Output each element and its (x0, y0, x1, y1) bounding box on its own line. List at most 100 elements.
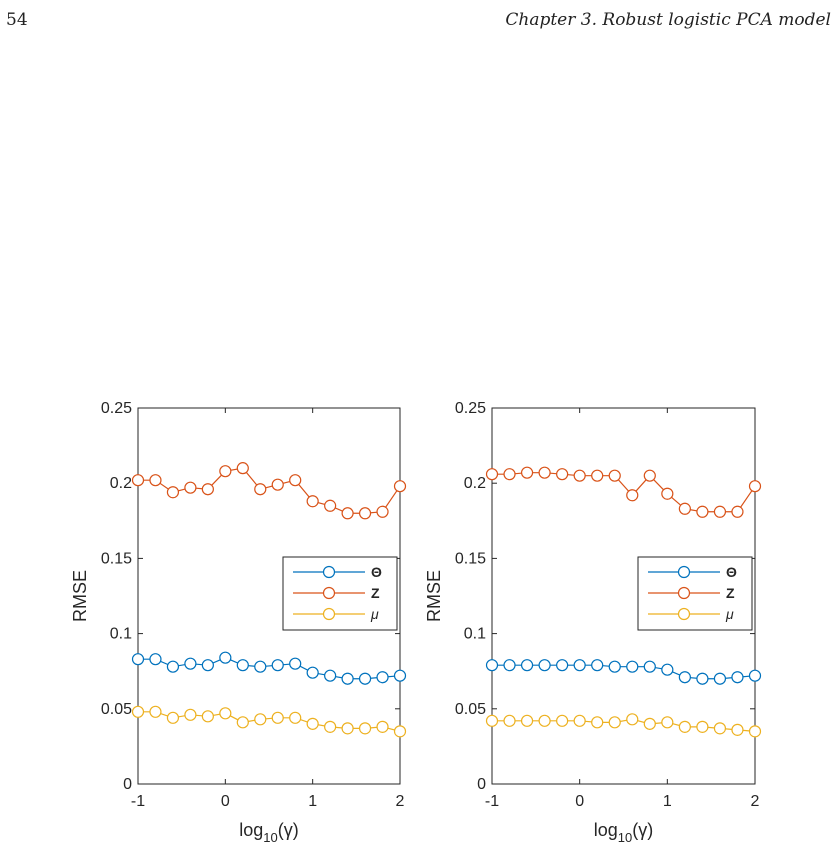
series-2 (131, 462, 407, 520)
data-point (184, 657, 197, 670)
y-tick-label: 0.2 (464, 475, 486, 492)
running-head: Chapter 3. Robust logistic PCA model (505, 10, 831, 30)
series-2 (485, 466, 762, 518)
legend: ΘZμ (282, 556, 398, 631)
legend-marker (677, 607, 691, 621)
data-point (556, 659, 569, 672)
data-point (556, 714, 569, 727)
data-point (573, 714, 586, 727)
x-tick-label: 1 (663, 793, 672, 810)
y-tick-label: 0.25 (455, 400, 486, 417)
y-tick-label: 0.05 (101, 701, 132, 718)
data-point (271, 711, 284, 724)
data-point (306, 495, 319, 508)
x-axis-label: log10(γ) (594, 820, 654, 845)
data-point (626, 489, 639, 502)
x-tick-label: 0 (575, 793, 584, 810)
legend-marker (677, 565, 691, 579)
data-point (573, 659, 586, 672)
y-tick-label: 0.1 (110, 626, 132, 643)
axes-box (137, 407, 401, 785)
data-point (184, 481, 197, 494)
data-point (538, 714, 551, 727)
series-1 (131, 651, 407, 685)
page-number: 54 (6, 10, 28, 30)
data-point (393, 480, 407, 493)
data-point (696, 505, 709, 518)
data-point (520, 466, 534, 479)
legend-label: μ (370, 606, 379, 622)
x-tick-label: 0 (221, 793, 230, 810)
x-axis-label: log10(γ) (239, 820, 299, 845)
data-point (149, 653, 162, 666)
data-point (538, 659, 551, 672)
series-line (492, 472, 756, 513)
series-line (138, 711, 401, 732)
data-point (503, 468, 516, 481)
data-point (626, 660, 639, 673)
data-point (731, 505, 744, 518)
data-point (219, 651, 232, 664)
data-point (591, 716, 604, 729)
legend-label: Θ (371, 564, 382, 580)
legend-marker (322, 586, 336, 600)
y-tick-label: 0 (123, 776, 132, 793)
data-point (358, 507, 372, 520)
data-point (236, 659, 249, 672)
data-point (166, 711, 180, 724)
data-point (520, 714, 534, 727)
data-point (643, 717, 656, 730)
data-point (289, 657, 302, 670)
y-tick-label: 0 (477, 776, 486, 793)
data-point (184, 708, 197, 721)
data-point (591, 659, 604, 672)
series-line (492, 664, 756, 680)
data-point (376, 671, 389, 684)
data-point (748, 725, 762, 738)
data-point (731, 671, 744, 684)
data-point (358, 722, 372, 735)
data-point (289, 711, 302, 724)
data-point (289, 474, 302, 487)
data-point (696, 720, 709, 733)
data-point (306, 717, 319, 730)
x-tick-label: 2 (396, 793, 405, 810)
data-point (485, 714, 499, 727)
data-point (503, 714, 516, 727)
legend-marker (677, 586, 691, 600)
data-point (324, 669, 337, 682)
data-point (341, 672, 354, 685)
y-tick-label: 0.1 (464, 626, 486, 643)
data-point (485, 659, 499, 672)
data-point (358, 672, 372, 685)
data-point (573, 469, 586, 482)
data-point (678, 720, 691, 733)
data-point (201, 483, 214, 496)
data-point (485, 468, 499, 481)
legend-label: Z (371, 585, 380, 601)
x-tick-label: -1 (131, 793, 145, 810)
data-point (236, 462, 249, 475)
data-point (131, 705, 145, 718)
data-point (608, 469, 621, 482)
data-point (538, 466, 551, 479)
data-point (341, 722, 354, 735)
data-point (254, 713, 267, 726)
legend: ΘZμ (637, 556, 753, 631)
legend-label: Z (726, 585, 735, 601)
legend-label: Θ (726, 564, 737, 580)
data-point (201, 659, 214, 672)
data-point (608, 716, 621, 729)
y-axis-label: RMSE (70, 570, 90, 622)
data-point (713, 722, 727, 735)
data-point (271, 478, 284, 491)
data-point (393, 725, 407, 738)
series-line (492, 718, 756, 732)
legend-marker (322, 607, 336, 621)
y-axis-label: RMSE (424, 570, 444, 622)
data-point (254, 483, 267, 496)
data-point (341, 507, 354, 520)
